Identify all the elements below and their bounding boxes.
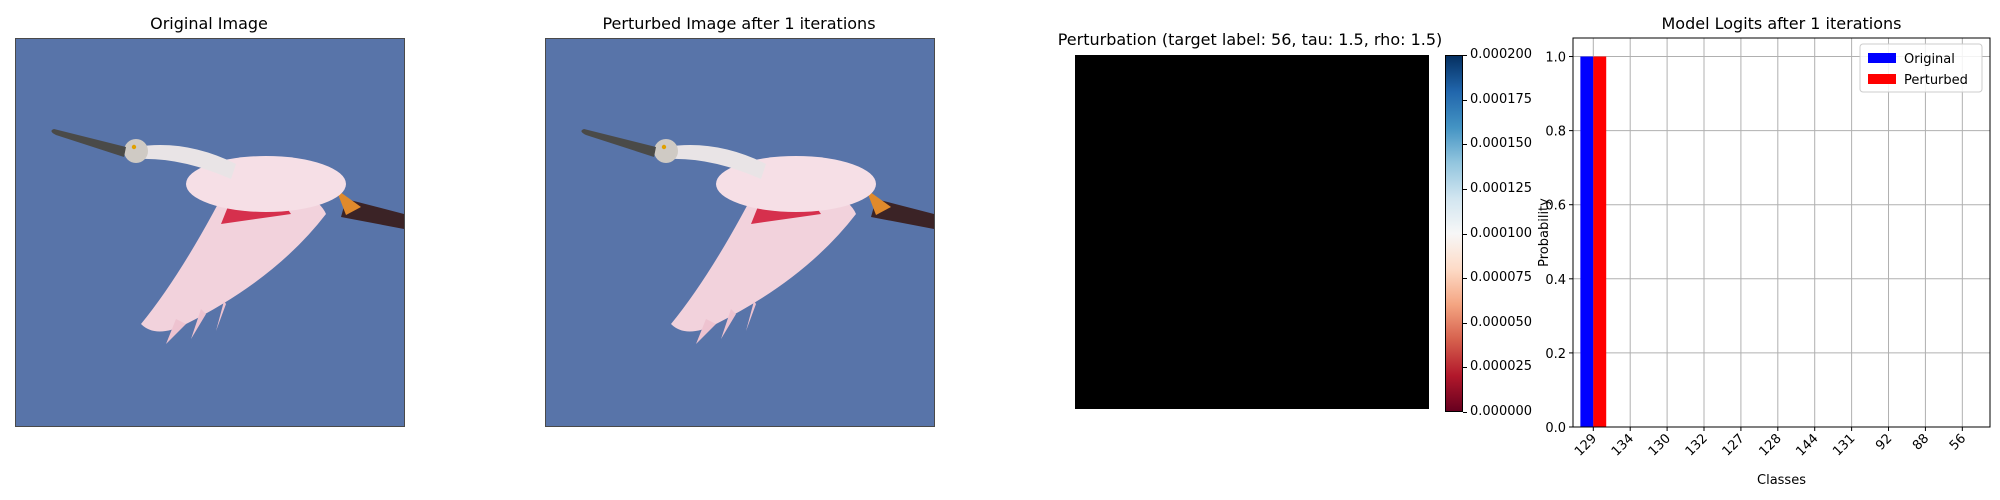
x-tick-label: 132 [1683, 431, 1711, 459]
x-tick-label: 127 [1720, 431, 1748, 459]
x-tick-label: 131 [1830, 431, 1858, 459]
y-tick-label: 0.6 [1545, 199, 1566, 214]
y-tick-label: 0.4 [1545, 273, 1566, 288]
bar-perturbed [1593, 56, 1607, 428]
legend-swatch-original [1868, 53, 1896, 63]
colorbar-tick-mark [1463, 322, 1467, 324]
legend-label-original: Original [1904, 52, 1955, 67]
perturbed-image [545, 38, 935, 427]
colorbar-tick-label: 0.000150 [1470, 136, 1533, 152]
x-tick-label: 129 [1572, 431, 1600, 459]
x-tick-label: 88 [1910, 431, 1932, 453]
chart-title: Model Logits after 1 iterations [1662, 14, 1902, 33]
x-tick-label: 134 [1609, 431, 1637, 459]
x-tick-label: 128 [1756, 431, 1784, 459]
x-tick-label: 130 [1646, 431, 1674, 459]
colorbar-tick-mark [1463, 144, 1467, 146]
spoonbill-illustration [16, 39, 404, 426]
colorbar-tick-label: 0.000175 [1470, 91, 1533, 107]
perturbation-map [1075, 55, 1429, 409]
legend-swatch-perturbed [1868, 74, 1896, 84]
y-tick-label: 0.8 [1545, 125, 1566, 140]
colorbar [1445, 55, 1463, 412]
colorbar-tick-mark [1463, 99, 1467, 101]
legend-label-perturbed: Perturbed [1904, 73, 1968, 88]
colorbar-tick-label: 0.000025 [1470, 359, 1533, 375]
x-tick-label: 56 [1947, 431, 1969, 453]
colorbar-tick-mark [1463, 55, 1467, 56]
perturbation-title: Perturbation (target label: 56, tau: 1.5… [1057, 30, 1443, 49]
colorbar-tick-mark [1463, 412, 1467, 413]
colorbar-tick-label: 0.000100 [1470, 225, 1533, 241]
colorbar-tick-mark [1463, 233, 1467, 235]
y-axis-label: Probability [1537, 198, 1552, 267]
colorbar-tick-label: 0.000050 [1470, 314, 1533, 330]
bar-original [1580, 56, 1594, 428]
plot-frame [1572, 37, 1991, 428]
x-axis-label: Classes [1757, 473, 1806, 488]
y-tick-label: 0.0 [1545, 421, 1566, 436]
colorbar-tick-mark [1463, 188, 1467, 190]
y-tick-label: 1.0 [1545, 51, 1566, 66]
colorbar-tick-label: 0.000200 [1470, 47, 1533, 62]
x-tick-label: 92 [1873, 431, 1895, 453]
x-tick-label: 144 [1793, 431, 1821, 459]
y-tick-label: 0.2 [1545, 347, 1566, 362]
original-image-title: Original Image [150, 14, 268, 33]
spoonbill-illustration [546, 39, 934, 426]
colorbar-tick-label: 0.000000 [1470, 404, 1533, 419]
colorbar-tick-label: 0.000075 [1470, 270, 1533, 286]
colorbar-tick-label: 0.000125 [1470, 180, 1533, 196]
colorbar-tick-mark [1463, 278, 1467, 280]
perturbed-image-title: Perturbed Image after 1 iterations [602, 14, 876, 33]
colorbar-tick-mark [1463, 367, 1467, 369]
original-image [15, 38, 405, 427]
